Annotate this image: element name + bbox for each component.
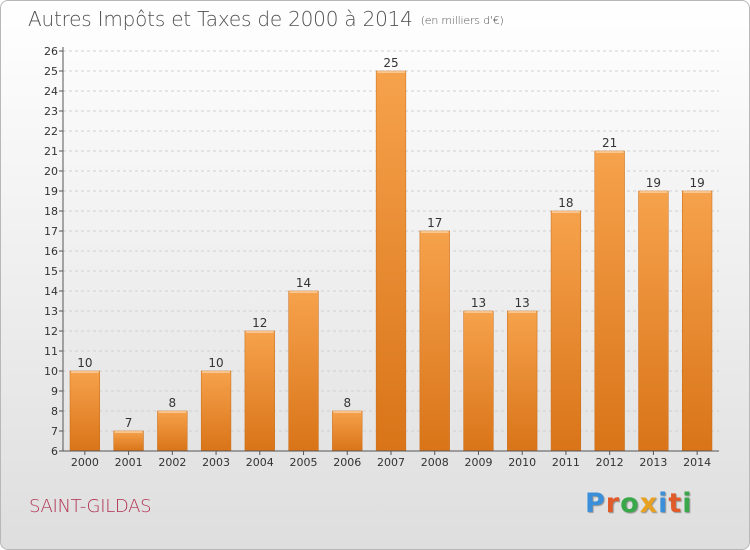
bar: [332, 410, 363, 452]
x-tick-label: 2008: [421, 456, 449, 469]
data-label: 13: [515, 296, 530, 310]
commune-name: SAINT-GILDAS: [29, 496, 152, 517]
data-label: 8: [343, 396, 351, 410]
y-tick-label: 20: [44, 165, 58, 178]
x-tick-label: 2007: [377, 456, 405, 469]
data-label: 14: [296, 276, 311, 290]
logo-letter: o: [620, 488, 640, 519]
y-tick-label: 21: [44, 145, 58, 158]
y-tick-label: 18: [44, 205, 58, 218]
data-label: 10: [77, 356, 92, 370]
bar: [375, 70, 407, 452]
x-tick-label: 2004: [246, 456, 274, 469]
bar: [419, 230, 450, 452]
x-tick-label: 2003: [202, 456, 230, 469]
data-label: 19: [689, 176, 704, 190]
chart-subtitle: (en milliers d'€): [420, 14, 504, 27]
x-tick-label: 2002: [158, 456, 186, 469]
y-tick-label: 26: [44, 45, 58, 58]
y-tick-label: 22: [44, 125, 58, 138]
y-tick-labels: 6 7 8 9 10 11 12 13 14 15 16 17 18 19 20 21 22 23 24 25 26: [44, 45, 63, 458]
y-tick-label: 13: [44, 305, 58, 318]
bar: [550, 210, 582, 452]
x-tick-labels: 2000 2001 2002 2003 2004 2005 2006 2007 2008 2009…: [71, 451, 711, 469]
y-tick-label: 14: [44, 285, 58, 298]
x-tick-label: 2001: [115, 456, 143, 469]
bar: [594, 150, 625, 452]
y-tick-label: 9: [51, 385, 58, 398]
data-label: 10: [208, 356, 223, 370]
x-tick-label: 2012: [596, 456, 624, 469]
y-tick-label: 10: [44, 365, 58, 378]
y-tick-label: 24: [44, 85, 58, 98]
bar: [157, 410, 188, 452]
data-label: 8: [169, 396, 177, 410]
y-tick-label: 8: [51, 405, 58, 418]
x-tick-label: 2000: [71, 456, 99, 469]
data-label: 12: [252, 316, 267, 330]
data-label: 17: [427, 216, 442, 230]
bar: [113, 430, 144, 452]
data-label: 21: [602, 136, 617, 150]
y-tick-label: 25: [44, 65, 58, 78]
y-tick-label: 12: [44, 325, 58, 338]
data-label: 18: [558, 196, 573, 210]
x-tick-label: 2013: [639, 456, 667, 469]
bar: [507, 310, 538, 452]
y-tick-label: 17: [44, 225, 58, 238]
data-label: 25: [383, 56, 398, 70]
logo-letter: i: [682, 488, 693, 519]
logo-letter: P: [585, 488, 606, 519]
x-tick-label: 2009: [464, 456, 492, 469]
data-label: 19: [646, 176, 661, 190]
y-tick-label: 23: [44, 105, 58, 118]
bar: [244, 330, 275, 452]
logo-letter: t: [668, 488, 683, 519]
y-tick-label: 11: [44, 345, 58, 358]
data-labels: 10 7 8 10 12 14 8 25 17 13 13 18 21 19 19: [77, 56, 705, 430]
data-label: 13: [471, 296, 486, 310]
logo-letter: r: [605, 488, 621, 519]
y-tick-label: 16: [44, 245, 58, 258]
x-tick-label: 2005: [290, 456, 318, 469]
y-tick-label: 6: [51, 445, 58, 458]
bar: [288, 290, 319, 452]
proxiti-logo: Proxiti: [585, 488, 693, 519]
y-tick-label: 7: [51, 425, 58, 438]
logo-letter: i: [658, 488, 669, 519]
y-tick-label: 15: [44, 265, 58, 278]
bar: [463, 310, 494, 452]
bar: [682, 190, 713, 452]
x-tick-label: 2006: [333, 456, 361, 469]
data-label: 7: [125, 416, 133, 430]
bar: [638, 190, 669, 452]
chart-title: Autres Impôts et Taxes de 2000 à 2014 (en…: [28, 7, 504, 31]
chart-title-text: Autres Impôts et Taxes de 2000 à 2014: [28, 7, 413, 31]
y-tick-label: 19: [44, 185, 58, 198]
logo-letter: x: [639, 488, 659, 519]
bar: [69, 370, 100, 452]
bar: [200, 370, 232, 452]
x-tick-label: 2014: [683, 456, 711, 469]
bars: [69, 70, 713, 452]
x-tick-label: 2011: [552, 456, 580, 469]
x-tick-label: 2010: [508, 456, 536, 469]
